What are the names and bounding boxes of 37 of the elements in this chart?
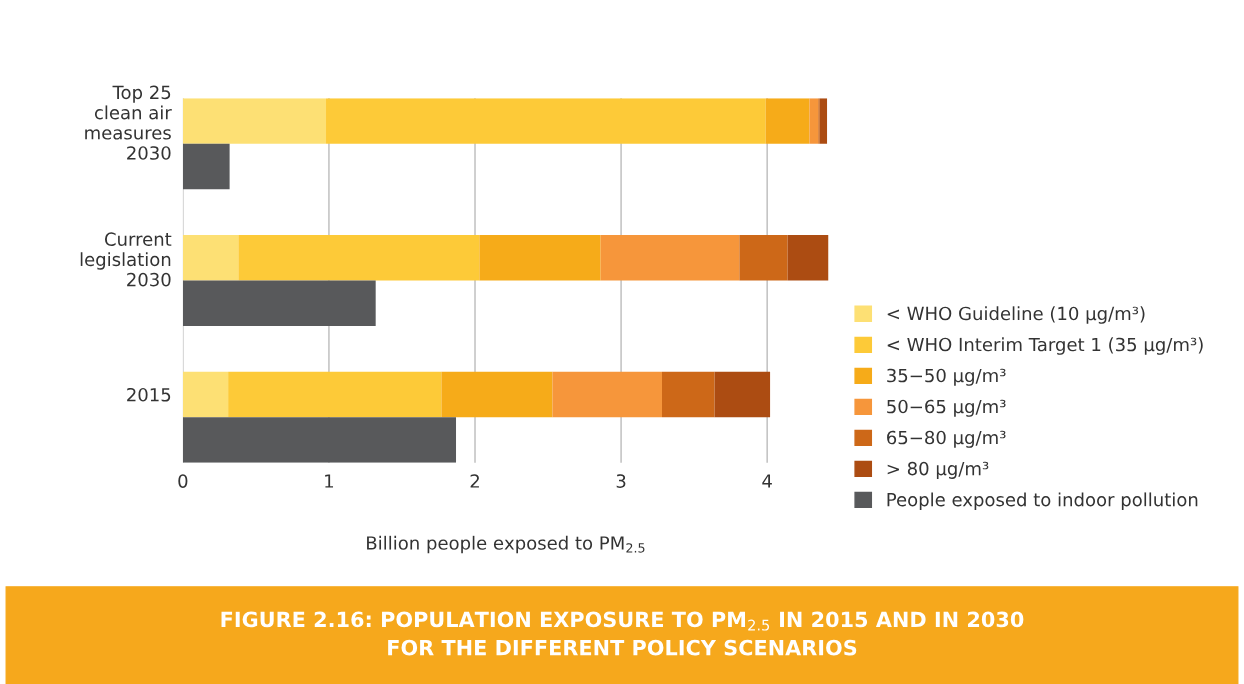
legend-label: 50−65 µg/m³ (887, 399, 1006, 417)
bar (182, 371, 229, 418)
x-tick-label: 4 (762, 474, 772, 488)
legend-label: < WHO Guideline (10 µg/m³) (887, 306, 1145, 324)
x-tick-label: 2 (470, 474, 479, 488)
bar (182, 280, 376, 327)
bar (787, 234, 829, 281)
y-tick-label: Current legislation 2030 (80, 232, 172, 287)
text: FIGURE 2.16: POPULATION EXPOSURE TO PM$_{2.5}$ IN 2015 AND IN 2030 FOR THE DIFFERENT POLICY SCENARIOS (221, 611, 1024, 656)
bar (326, 98, 766, 144)
bar (238, 234, 480, 281)
bar (182, 417, 457, 463)
x-tick-label: 1 (325, 474, 334, 488)
legend-label: People exposed to indoor pollution (887, 492, 1198, 510)
bar (714, 371, 771, 418)
bar (182, 98, 327, 144)
bar (809, 98, 819, 144)
bar (182, 143, 230, 190)
legend-label: 65−80 µg/m³ (887, 430, 1006, 448)
bar (739, 234, 788, 281)
bar (600, 234, 740, 281)
bar (661, 371, 715, 418)
bar (552, 371, 662, 418)
y-tick-label: Top 25 clean air measures 2030 (85, 85, 172, 160)
x-tick-label: 0 (178, 474, 188, 488)
legend-label: 35−50 µg/m³ (887, 368, 1006, 386)
bar (479, 234, 601, 281)
bar (765, 98, 810, 144)
bar (441, 371, 553, 418)
legend-label: > 80 µg/m³ (887, 461, 989, 479)
bar (228, 371, 442, 418)
y-tick-label: 2015 (127, 387, 171, 402)
x-axis-title: Billion people exposed to PM$_{2.5}$ (367, 535, 645, 554)
bar (182, 234, 239, 281)
bar (819, 98, 828, 144)
legend-label: < WHO Interim Target 1 (35 µg/m³) (887, 337, 1203, 355)
x-tick-label: 3 (616, 474, 626, 488)
